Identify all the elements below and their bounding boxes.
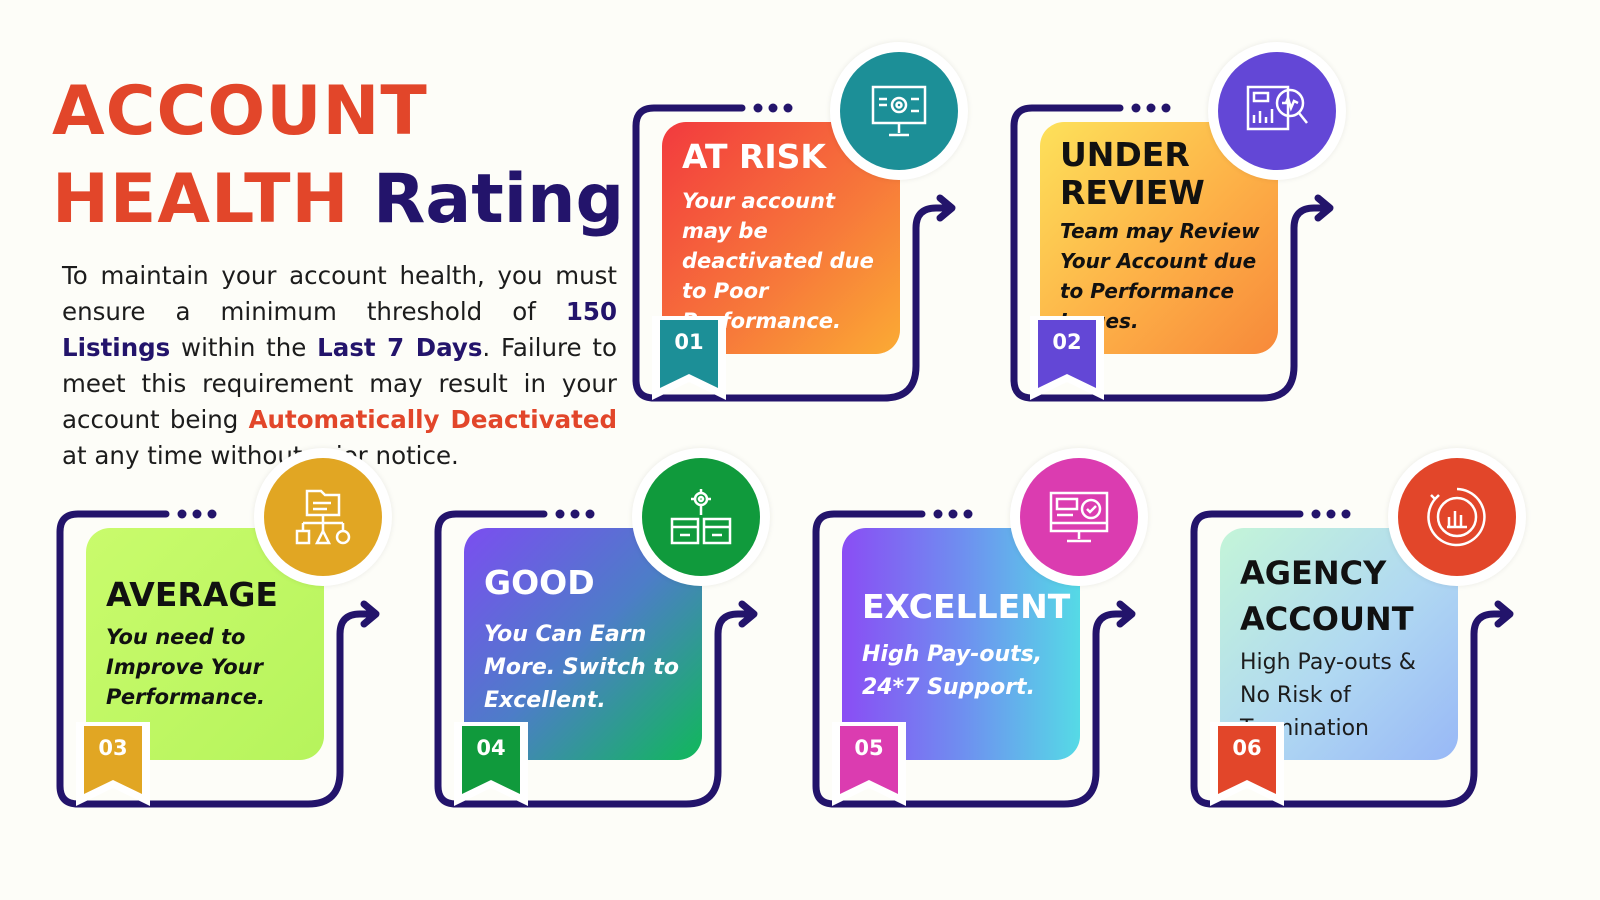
card-frame: [1010, 103, 1334, 402]
card-number: 06: [1232, 736, 1262, 760]
card-description: You Can Earn More. Switch to Excellent.: [484, 622, 680, 713]
card-heading: AVERAGE: [106, 575, 278, 614]
card-heading: AT RISK: [682, 137, 827, 176]
card-number: 03: [98, 736, 128, 760]
card-heading: GOOD: [484, 563, 595, 602]
card-number: 04: [476, 736, 506, 760]
presentation-gear-icon: [871, 85, 927, 137]
rating-card-agency-account: AGENCY ACCOUNT High Pay-outs & No Risk o…: [1190, 448, 1530, 876]
card-heading: UNDER REVIEW: [1060, 135, 1205, 212]
card-number-badge: 04: [454, 722, 528, 806]
rating-card-good: GOOD You Can Earn More. Switch to Excell…: [434, 448, 774, 876]
intro-paragraph: To maintain your account health, you mus…: [62, 258, 617, 474]
card-number-badge: 06: [1210, 722, 1284, 806]
title-health: HEALTH: [52, 160, 350, 239]
intro-text-1: To maintain your account health, you mus…: [62, 261, 617, 326]
card-number: 01: [674, 330, 704, 354]
card-number-badge: 03: [76, 722, 150, 806]
rating-card-excellent: EXCELLENT High Pay-outs, 24*7 Support. 0…: [812, 448, 1152, 876]
card-heading: AGENCY ACCOUNT: [1240, 554, 1414, 638]
intro-text-3: . Failure to meet this requirement may r…: [62, 333, 617, 434]
chart-circle-icon: [1427, 487, 1486, 547]
card-number-badge: 01: [652, 316, 726, 400]
gear-boxes-icon: [670, 489, 732, 545]
rating-card-average: AVERAGE You need to Improve Your Perform…: [56, 448, 396, 876]
intro-days: Last 7 Days: [317, 333, 483, 362]
monitor-check-icon: [1049, 491, 1109, 543]
intro-text-4: at any time without prior notice.: [62, 441, 459, 470]
card-icon-circle: [254, 448, 392, 586]
folder-hierarchy-icon: [295, 489, 351, 545]
intro-listings: 150 Listings: [62, 297, 617, 362]
page-title: ACCOUNT HEALTH Rating: [52, 78, 624, 234]
card-description: You need to Improve Your Performance.: [106, 625, 266, 709]
title-line-1: ACCOUNT: [52, 72, 428, 151]
card-box: AGENCY ACCOUNT High Pay-outs & No Risk o…: [1220, 528, 1458, 760]
intro-text-2: within the: [170, 333, 318, 362]
title-rating: Rating: [373, 160, 625, 239]
card-description: Your account may be deactivated due to P…: [682, 189, 874, 333]
title-line-2: HEALTH Rating: [52, 166, 624, 234]
report-magnifier-icon: [1246, 85, 1308, 131]
card-frame: [56, 509, 380, 808]
card-number-badge: 02: [1030, 316, 1104, 400]
card-icon-circle: [1010, 448, 1148, 586]
card-icon-circle: [1208, 42, 1346, 180]
rating-card-under-review: UNDER REVIEW Team may Review Your Accoun…: [1010, 42, 1350, 470]
card-heading: EXCELLENT: [862, 587, 1071, 626]
card-icon-circle: [830, 42, 968, 180]
card-description: High Pay-outs, 24*7 Support.: [862, 642, 1043, 700]
intro-deactivated: Automatically Deactivated: [248, 405, 617, 434]
card-number: 02: [1052, 330, 1082, 354]
card-icon-circle: [1388, 448, 1526, 586]
card-description: High Pay-outs & No Risk of Termination: [1240, 650, 1416, 741]
card-frame: [812, 509, 1136, 808]
card-number: 05: [854, 736, 884, 760]
card-number-badge: 05: [832, 722, 906, 806]
card-frame: [1190, 509, 1514, 808]
card-icon-circle: [632, 448, 770, 586]
card-frame: [632, 103, 956, 402]
rating-card-at-risk: AT RISK Your account may be deactivated …: [632, 42, 972, 470]
card-frame: [434, 509, 758, 808]
